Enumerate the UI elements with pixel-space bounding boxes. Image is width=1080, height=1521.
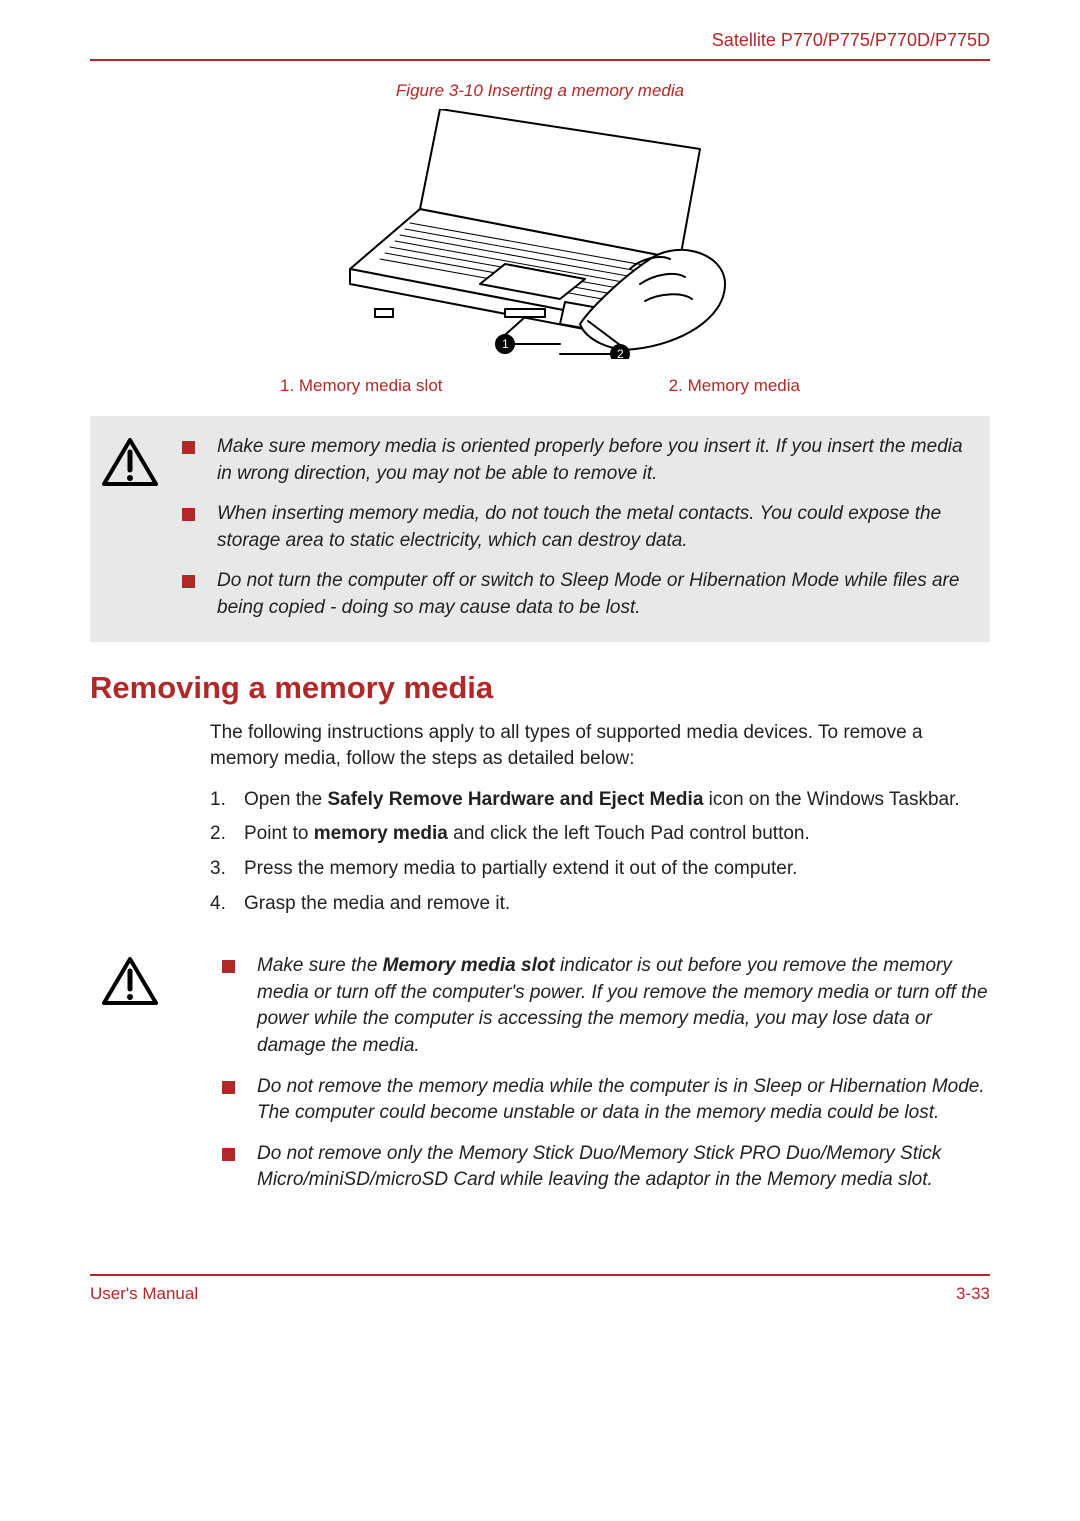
- list-item-text: Do not turn the computer off or switch t…: [217, 568, 974, 621]
- list-item-text: When inserting memory media, do not touc…: [217, 501, 974, 554]
- caution-1-list: Make sure memory media is oriented prope…: [182, 434, 974, 622]
- figure-caption: Figure 3-10 Inserting a memory media: [90, 81, 990, 101]
- header-model: Satellite P770/P775/P770D/P775D: [90, 30, 990, 51]
- step-number: 1.: [210, 787, 244, 814]
- step-number: 2.: [210, 821, 244, 848]
- svg-text:1: 1: [502, 337, 509, 351]
- step-item: 3. Press the memory media to partially e…: [210, 856, 990, 883]
- step-item: 2. Point to memory media and click the l…: [210, 821, 990, 848]
- list-item: Do not remove only the Memory Stick Duo/…: [222, 1141, 990, 1194]
- bullet-icon: [222, 1081, 235, 1094]
- page: Satellite P770/P775/P770D/P775D Figure 3…: [0, 0, 1080, 1344]
- list-item-text: Make sure memory media is oriented prope…: [217, 434, 974, 487]
- bullet-icon: [182, 508, 195, 521]
- warning-triangle-icon: [102, 957, 158, 1007]
- bullet-icon: [182, 441, 195, 454]
- header-rule: [90, 59, 990, 61]
- bullet-icon: [222, 1148, 235, 1161]
- figure-legend-1: 1. Memory media slot: [280, 376, 443, 396]
- laptop-insert-card-illustration: 1 2: [330, 109, 750, 359]
- steps-list: 1. Open the Safely Remove Hardware and E…: [210, 787, 990, 917]
- list-item: Make sure the Memory media slot indicato…: [222, 953, 990, 1059]
- section-body: The following instructions apply to all …: [210, 720, 990, 918]
- list-item: Do not turn the computer off or switch t…: [182, 568, 974, 621]
- list-item-text: Make sure the Memory media slot indicato…: [257, 953, 990, 1059]
- figure-legend-2: 2. Memory media: [669, 376, 800, 396]
- list-item-text: Do not remove only the Memory Stick Duo/…: [257, 1141, 990, 1194]
- step-number: 3.: [210, 856, 244, 883]
- bullet-icon: [222, 960, 235, 973]
- figure-legend: 1. Memory media slot 2. Memory media: [280, 376, 800, 396]
- step-text: Grasp the media and remove it.: [244, 891, 510, 918]
- bullet-icon: [182, 575, 195, 588]
- list-item: Do not remove the memory media while the…: [222, 1074, 990, 1127]
- list-item: Make sure memory media is oriented prope…: [182, 434, 974, 487]
- svg-text:2: 2: [617, 347, 624, 359]
- section-intro: The following instructions apply to all …: [210, 720, 990, 773]
- caution-box-2: Make sure the Memory media slot indicato…: [90, 935, 990, 1214]
- footer-left: User's Manual: [90, 1284, 198, 1304]
- caution-box-1: Make sure memory media is oriented prope…: [90, 416, 990, 642]
- step-text: Press the memory media to partially exte…: [244, 856, 797, 883]
- caution-2-list: Make sure the Memory media slot indicato…: [222, 953, 990, 1194]
- section-title: Removing a memory media: [90, 670, 990, 706]
- step-number: 4.: [210, 891, 244, 918]
- warning-triangle-icon: [102, 438, 158, 488]
- figure-illustration: 1 2: [90, 109, 990, 364]
- step-item: 1. Open the Safely Remove Hardware and E…: [210, 787, 990, 814]
- footer: User's Manual 3-33: [90, 1274, 990, 1304]
- step-text: Point to memory media and click the left…: [244, 821, 810, 848]
- list-item: When inserting memory media, do not touc…: [182, 501, 974, 554]
- list-item-text: Do not remove the memory media while the…: [257, 1074, 990, 1127]
- footer-right: 3-33: [956, 1284, 990, 1304]
- step-text: Open the Safely Remove Hardware and Ejec…: [244, 787, 960, 814]
- step-item: 4. Grasp the media and remove it.: [210, 891, 990, 918]
